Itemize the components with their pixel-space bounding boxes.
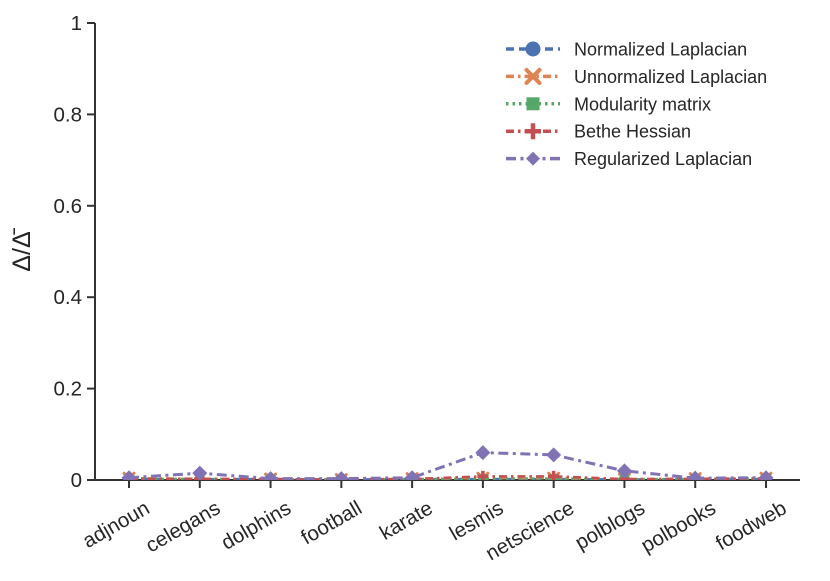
y-tick-label: 0.2 xyxy=(54,378,83,401)
legend-item-unnormalized-laplacian: Unnormalized Laplacian xyxy=(506,67,767,87)
legend-item-regularized-laplacian: Regularized Laplacian xyxy=(506,149,752,169)
legend: Normalized Laplacian Unnormalized Laplaci… xyxy=(506,40,767,169)
axes xyxy=(94,23,800,481)
legend-label: Regularized Laplacian xyxy=(574,149,752,169)
y-tick-label: 1 xyxy=(71,12,82,35)
y-axis-label: Δ/Δ̄ xyxy=(8,227,36,271)
x-tick-label: foodweb xyxy=(712,496,791,555)
legend-label: Unnormalized Laplacian xyxy=(574,67,767,87)
y-tick-label: 0.6 xyxy=(54,195,83,218)
series-regularized-laplacian xyxy=(121,445,774,480)
x-tick-label: polbooks xyxy=(637,496,720,557)
y-tick-label: 0.8 xyxy=(54,103,83,126)
x-tick-label: polblogs xyxy=(571,496,649,554)
x-tick-label: dolphins xyxy=(217,496,295,554)
legend-item-bethe-hessian: Bethe Hessian xyxy=(506,122,691,142)
legend-label: Bethe Hessian xyxy=(574,122,691,142)
legend-item-modularity-matrix: Modularity matrix xyxy=(506,94,711,114)
legend-label: Modularity matrix xyxy=(574,94,711,114)
legend-item-normalized-laplacian: Normalized Laplacian xyxy=(506,40,747,60)
x-tick-label: football xyxy=(297,496,366,549)
x-tick-label: adjnoun xyxy=(79,496,154,552)
y-tick-label: 0 xyxy=(71,469,82,492)
x-tick-label: celegans xyxy=(142,496,225,557)
legend-label: Normalized Laplacian xyxy=(574,40,747,60)
y-tick-label: 0.4 xyxy=(54,286,83,309)
x-tick-label: karate xyxy=(376,496,437,544)
y-axis: 0 0.2 0.4 0.6 0.8 1 xyxy=(54,12,95,492)
